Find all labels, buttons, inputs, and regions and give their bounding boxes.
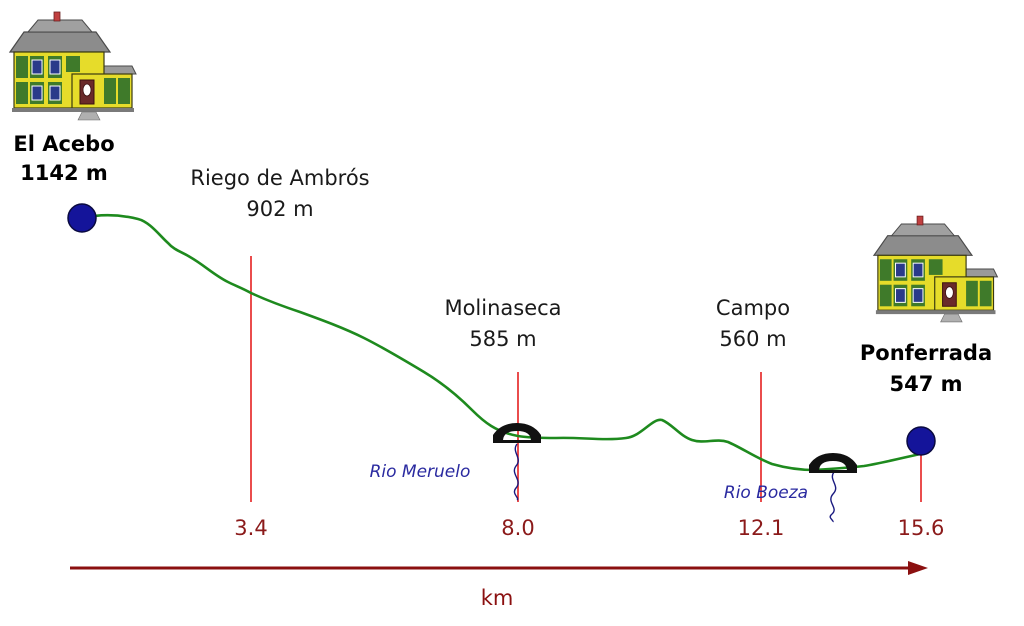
waypoint-elevation: 585 m: [469, 327, 536, 351]
river-icon: [513, 443, 519, 501]
bridge-icon: [809, 453, 857, 473]
km-tick-label: 15.6: [898, 516, 945, 540]
river-label: Rio Meruelo: [370, 462, 471, 482]
house-icon: [873, 215, 999, 323]
start-town-elevation: 1142 m: [20, 161, 108, 185]
km-tick-label: 8.0: [501, 516, 534, 540]
end-town-name: Ponferrada: [860, 341, 992, 365]
river-label: Rio Boeza: [724, 483, 808, 503]
elevation-profile-line: [80, 213, 922, 472]
end-point-marker: [906, 426, 936, 456]
start-point-marker: [67, 203, 97, 233]
waypoint-elevation: 560 m: [719, 327, 786, 351]
start-town-name: El Acebo: [13, 132, 114, 156]
waypoint-name: Riego de Ambrós: [190, 166, 369, 190]
end-town-elevation: 547 m: [889, 372, 962, 396]
river-icon: [829, 471, 837, 523]
km-axis-arrow: [70, 561, 928, 575]
waypoint-name: Campo: [716, 296, 790, 320]
house-icon: [9, 11, 137, 121]
waypoint-name: Molinaseca: [444, 296, 561, 320]
waypoint-elevation: 902 m: [246, 197, 313, 221]
km-tick-label: 3.4: [234, 516, 267, 540]
axis-unit-label: km: [481, 586, 514, 610]
km-tick-label: 12.1: [738, 516, 785, 540]
bridge-icon: [493, 423, 541, 443]
